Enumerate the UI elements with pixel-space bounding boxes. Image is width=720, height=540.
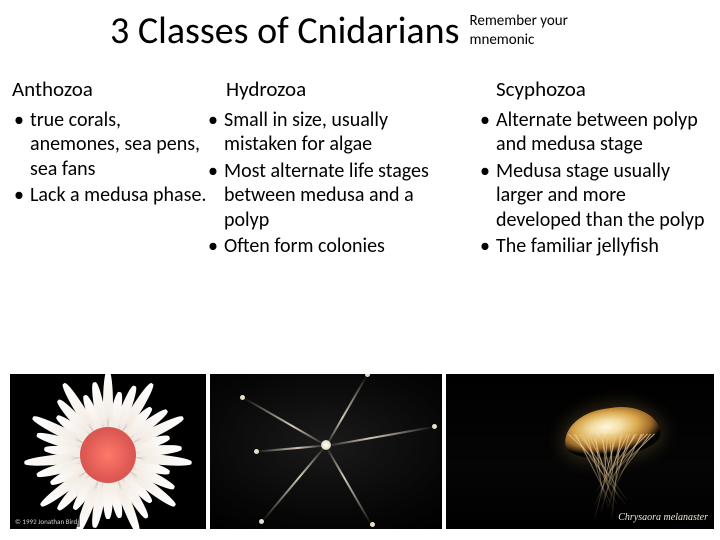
title-row: 3 Classes of Cnidarians Remember your mn… — [0, 8, 720, 54]
list-item: Small in size, usually mistaken for alga… — [202, 108, 462, 157]
column-anthozoa: Anthozoa true corals, anemones, sea pens… — [8, 76, 208, 210]
scyphozoa-image: Chrysaora melanaster — [446, 374, 714, 529]
list-item: Often form colonies — [202, 234, 462, 258]
slide-subtitle: Remember your mnemonic — [469, 12, 569, 50]
list-item: The familiar jellyfish — [474, 234, 715, 258]
species-label: Chrysaora melanaster — [618, 512, 708, 523]
list-item: Medusa stage usually larger and more dev… — [474, 159, 715, 232]
column-heading: Scyphozoa — [496, 76, 715, 102]
slide: 3 Classes of Cnidarians Remember your mn… — [0, 0, 720, 540]
column-heading: Anthozoa — [12, 76, 208, 102]
anemone-center-icon — [80, 427, 136, 483]
columns-container: Anthozoa true corals, anemones, sea pens… — [0, 76, 720, 366]
list-item: Most alternate life stages between medus… — [202, 159, 462, 232]
column-scyphozoa: Scyphozoa Alternate between polyp and me… — [450, 76, 715, 260]
image-credit: © 1992 Jonathan Bird — [12, 516, 80, 527]
images-row: © 1992 Jonathan Bird Chrysaora melanaste… — [0, 374, 720, 534]
hydrozoa-node-icon — [432, 424, 437, 429]
bullet-list: true corals, anemones, sea pens, sea fan… — [8, 108, 208, 208]
list-item: Lack a medusa phase. — [8, 183, 208, 207]
bullet-list: Small in size, usually mistaken for alga… — [202, 108, 462, 258]
list-item: Alternate between polyp and medusa stage — [474, 108, 715, 157]
anthozoa-image: © 1992 Jonathan Bird — [10, 374, 206, 529]
hydrozoa-image — [210, 374, 442, 529]
slide-title: 3 Classes of Cnidarians — [110, 8, 459, 54]
hydrozoa-node-icon — [365, 374, 370, 377]
column-heading: Hydrozoa — [226, 76, 462, 102]
list-item: true corals, anemones, sea pens, sea fan… — [8, 108, 208, 181]
column-hydrozoa: Hydrozoa Small in size, usually mistaken… — [202, 76, 462, 260]
hydrozoa-node-icon — [254, 449, 259, 454]
bullet-list: Alternate between polyp and medusa stage… — [474, 108, 715, 258]
